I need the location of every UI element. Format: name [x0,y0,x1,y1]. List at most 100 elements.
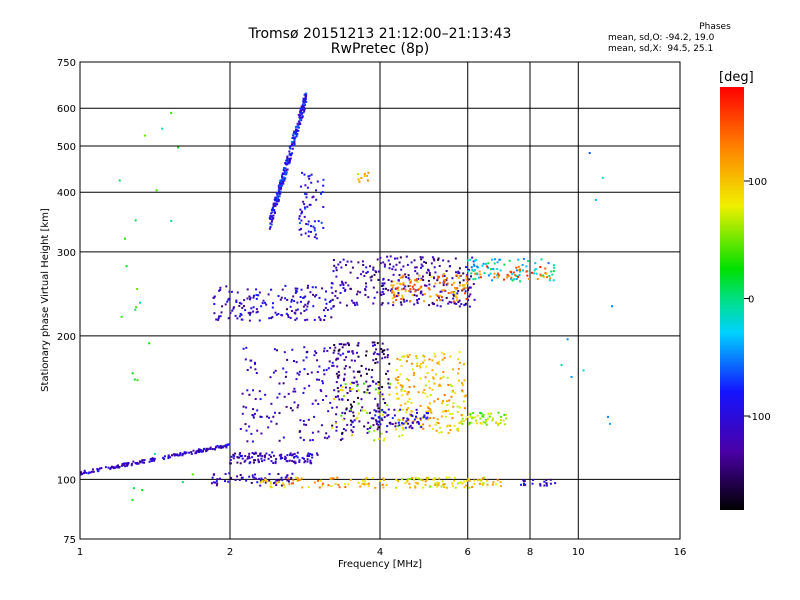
echo-point [487,274,490,277]
echo-point [244,423,247,426]
echo-point [261,480,264,483]
echo-point [414,279,416,282]
echo-point [333,344,336,346]
echo-point [392,301,395,304]
echo-point [442,410,445,413]
echo-point [480,479,483,482]
echo-point [451,485,454,488]
echo-point [327,484,330,487]
echo-point [100,467,103,470]
echo-point [466,273,469,276]
echo-point [219,289,222,291]
echo-point [423,300,425,303]
echo-point [286,168,289,171]
echo-point [380,417,383,420]
echo-point [281,288,284,291]
echo-point [164,455,166,458]
echo-point [300,212,303,215]
echo-point [449,355,452,358]
echo-point [432,428,434,430]
echo-point [397,286,400,289]
echo-point [307,220,310,223]
echo-point [296,308,299,311]
echo-point [267,293,270,296]
echo-point [238,453,241,456]
echo-point [457,429,460,432]
echo-point [282,484,285,487]
y-tick-label: 300 [57,248,76,259]
echo-point [309,291,312,294]
echo-point [438,275,440,278]
echo-point [219,315,222,318]
echo-point [293,141,296,144]
echo-point [471,256,474,259]
echo-point [256,310,259,313]
echo-point [217,317,220,320]
echo-point [359,291,362,294]
echo-point [278,439,281,442]
echo-point [287,392,290,395]
echo-point [499,480,502,483]
echo-point [302,106,305,108]
echo-point [253,453,256,455]
echo-point [279,188,282,191]
echo-point [366,270,369,273]
echo-point [382,261,385,264]
echo-point [408,353,411,356]
echo-point [381,351,384,354]
echo-point [402,287,405,290]
echo-point [413,283,416,286]
echo-point [421,416,424,419]
echo-point [432,377,435,380]
echo-point [170,111,173,114]
echo-point [452,282,455,284]
echo-point [399,408,402,411]
echo-point [440,485,443,488]
echo-point [409,477,412,480]
echo-point [264,393,267,396]
echo-point [234,452,237,455]
echo-point [439,305,442,308]
echo-point [464,394,467,397]
echo-point [173,453,176,456]
echo-point [303,346,306,349]
echo-point [284,455,287,458]
echo-point [386,354,389,357]
echo-point [352,414,355,417]
echo-point [443,281,445,284]
echo-point [104,466,107,469]
echo-point [413,371,416,374]
echo-point [424,384,427,387]
echo-point [289,407,292,410]
echo-point [238,456,241,459]
echo-point [278,190,280,192]
echo-point [433,352,436,355]
echo-point [279,457,282,460]
echo-point [438,482,441,485]
echo-point [457,367,460,370]
echo-point [552,270,555,273]
echo-point [326,437,329,440]
echo-point [452,402,455,405]
echo-point [335,406,338,409]
echo-point [435,429,438,432]
echo-point [454,257,457,260]
echo-point [386,425,389,428]
echo-point [215,484,218,487]
echo-point [396,357,399,360]
echo-point [438,265,441,267]
echo-point [242,347,245,350]
echo-point [396,397,399,400]
echo-point [400,303,403,306]
x-tick-label: 2 [227,547,233,558]
echo-point [300,219,303,222]
echo-point [293,401,296,404]
echo-point [360,365,363,367]
echo-point [342,287,345,290]
echo-point [417,421,419,423]
echo-point [404,273,407,276]
echo-point [405,299,408,302]
echo-point [402,274,405,277]
echo-point [381,290,384,293]
echo-point [458,281,461,284]
